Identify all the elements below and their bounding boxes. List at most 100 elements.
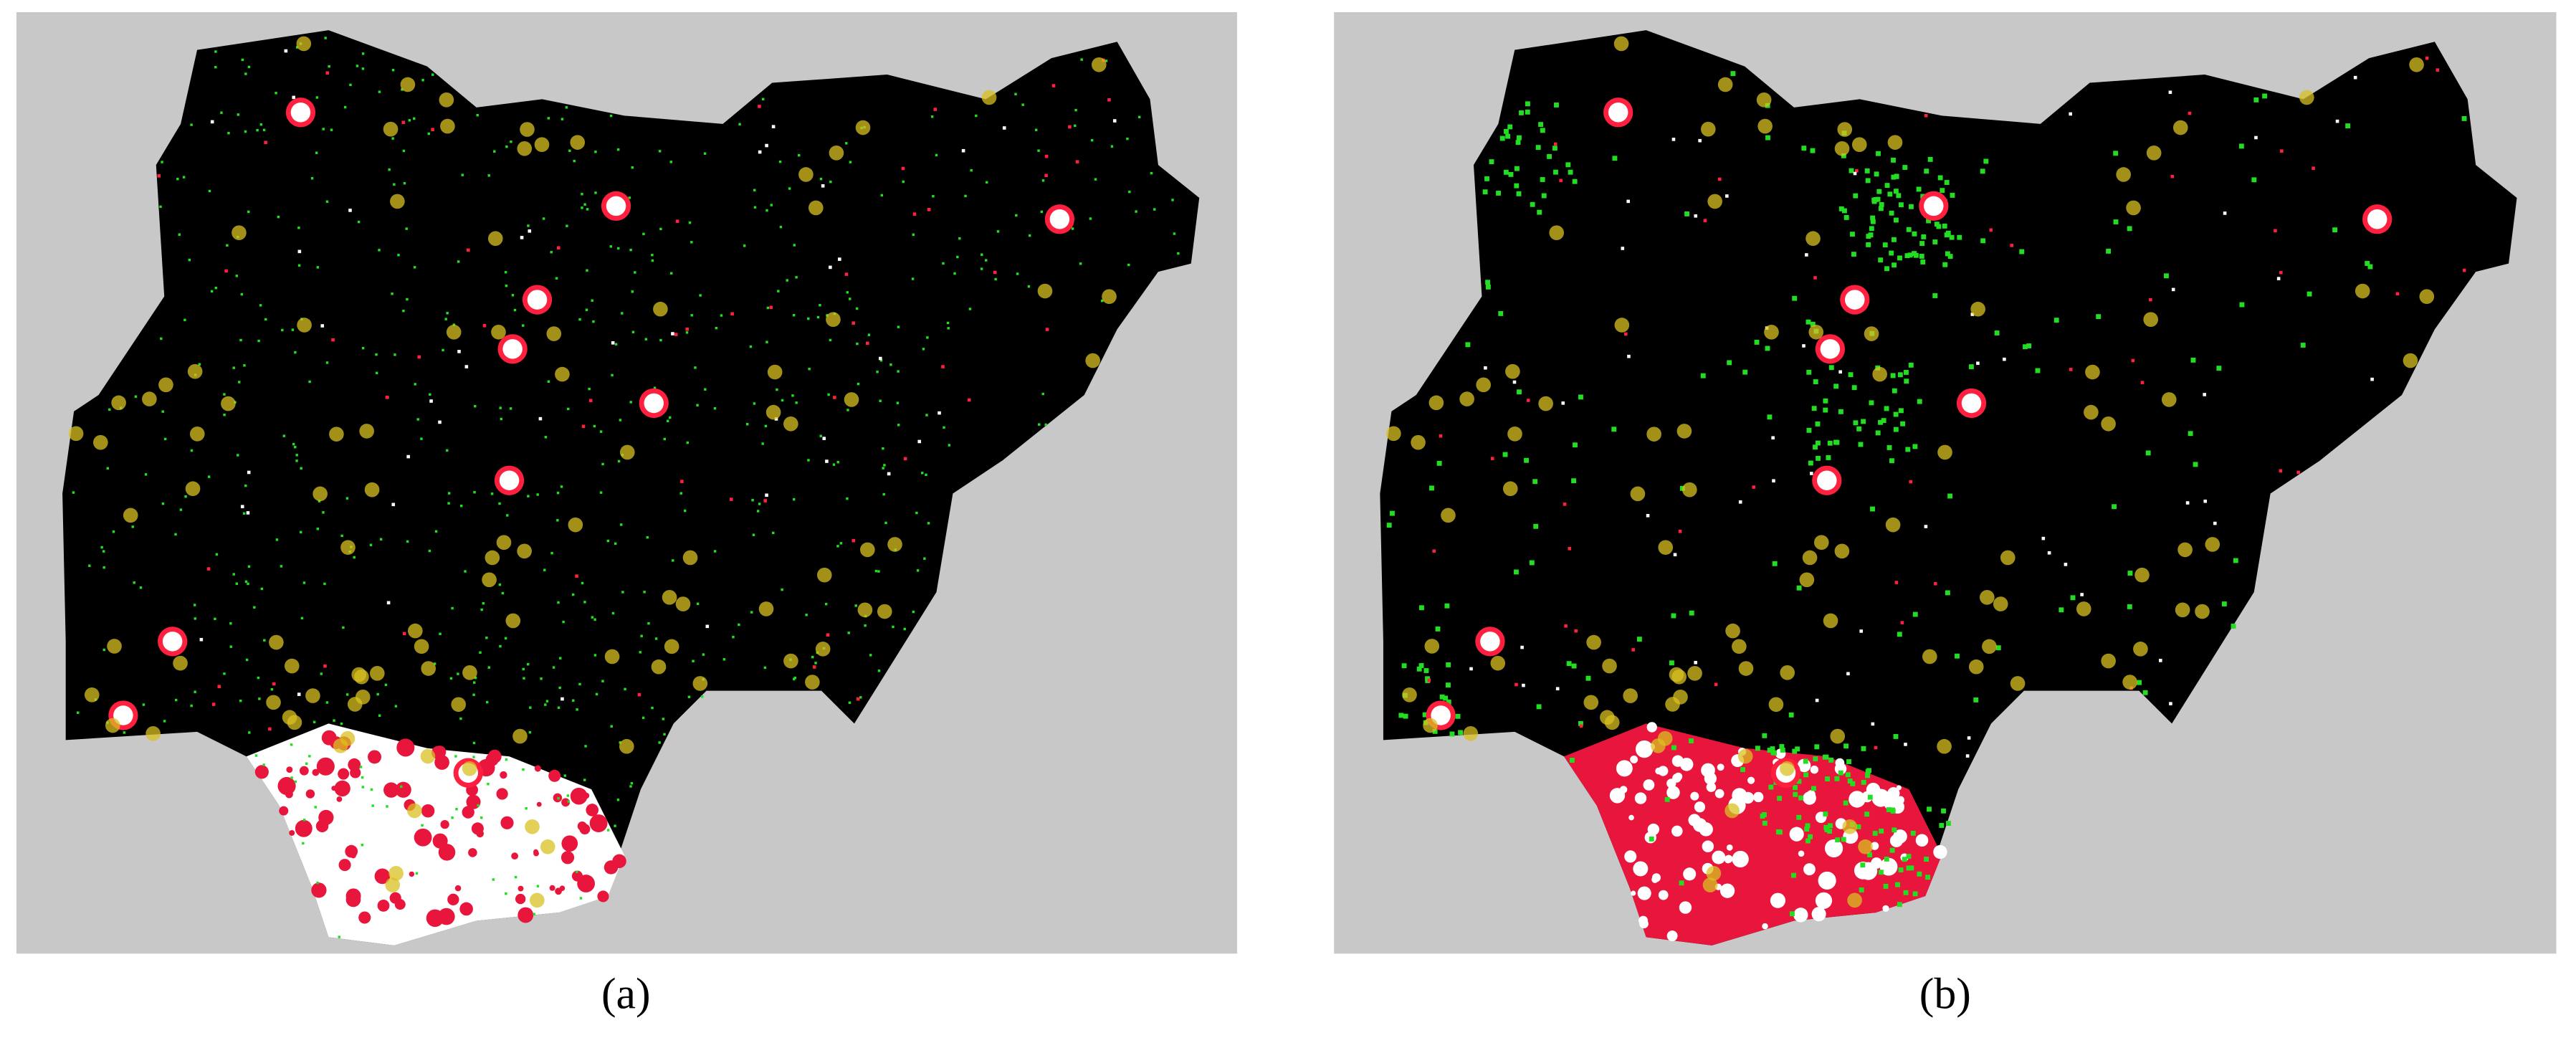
green-pixel xyxy=(1401,663,1407,669)
green-pixel xyxy=(295,46,299,49)
green-pixel xyxy=(215,553,219,556)
settlement-marker xyxy=(1671,669,1687,685)
urban-pixel xyxy=(297,692,301,696)
delta-patch xyxy=(1666,786,1680,799)
green-pixel xyxy=(1941,808,1946,814)
green-pixel xyxy=(325,200,329,203)
green-pixel xyxy=(1573,442,1578,448)
green-pixel xyxy=(485,637,488,639)
green-pixel xyxy=(1418,663,1424,668)
green-pixel xyxy=(765,209,768,212)
green-pixel xyxy=(2262,93,2268,99)
green-pixel xyxy=(161,410,164,413)
delta-patch xyxy=(471,822,484,835)
green-pixel xyxy=(669,272,673,275)
delta-patch xyxy=(500,816,514,829)
green-pixel xyxy=(827,393,830,396)
urban-pixel xyxy=(1967,736,1971,740)
green-pixel xyxy=(1847,778,1853,784)
delta-patch xyxy=(468,848,477,857)
green-pixel xyxy=(227,131,230,135)
urban-pixel xyxy=(1559,178,1563,183)
green-pixel xyxy=(824,602,828,606)
green-pixel xyxy=(394,705,398,708)
green-pixel xyxy=(1805,838,1811,844)
settlement-marker xyxy=(297,318,312,333)
green-pixel xyxy=(1671,745,1676,751)
delta-patch xyxy=(421,804,435,818)
delta-patch xyxy=(1798,850,1805,857)
settlement-marker xyxy=(1651,738,1666,753)
green-pixel xyxy=(2127,571,2133,576)
green-pixel xyxy=(1503,169,1509,175)
green-pixel xyxy=(923,557,926,560)
green-pixel xyxy=(1080,58,1083,61)
green-pixel xyxy=(1949,234,1955,240)
delta-patch xyxy=(1712,850,1726,865)
green-pixel xyxy=(275,92,277,95)
green-pixel xyxy=(338,935,340,938)
green-pixel xyxy=(290,743,293,746)
green-pixel xyxy=(1908,362,1914,368)
green-pixel xyxy=(1897,372,1903,378)
green-pixel xyxy=(427,132,430,135)
delta-patch xyxy=(1643,779,1655,791)
green-pixel xyxy=(766,306,770,310)
green-pixel xyxy=(1878,870,1884,875)
settlement-marker xyxy=(1423,718,1438,733)
settlement-marker xyxy=(2010,676,2026,691)
green-pixel xyxy=(668,416,672,419)
green-pixel xyxy=(610,725,613,728)
city-core xyxy=(290,103,311,123)
green-pixel xyxy=(751,499,754,502)
green-pixel xyxy=(514,875,517,879)
settlement-marker xyxy=(1830,728,1846,744)
settlement-marker xyxy=(1847,892,1862,908)
settlement-marker xyxy=(364,482,380,497)
settlement-marker xyxy=(1706,865,1722,881)
urban-pixel xyxy=(325,71,330,75)
urban-pixel xyxy=(851,321,855,325)
delta-patch xyxy=(305,789,315,799)
green-pixel xyxy=(88,564,91,567)
green-pixel xyxy=(1903,890,1909,895)
settlement-marker xyxy=(296,36,312,52)
urban-pixel xyxy=(211,703,216,706)
green-pixel xyxy=(1489,159,1494,165)
green-pixel xyxy=(1904,253,1910,259)
green-pixel xyxy=(1813,379,1818,384)
green-pixel xyxy=(568,149,571,153)
green-pixel xyxy=(174,533,177,536)
green-pixel xyxy=(1126,137,1129,141)
settlement-marker xyxy=(1441,508,1456,523)
green-pixel xyxy=(139,586,143,589)
urban-pixel xyxy=(2159,659,2162,662)
green-pixel xyxy=(2145,450,2151,456)
green-pixel xyxy=(1926,218,1932,224)
green-pixel xyxy=(1502,452,1508,457)
settlement-marker xyxy=(173,655,188,671)
green-pixel xyxy=(2231,624,2236,629)
green-pixel xyxy=(144,473,148,476)
green-pixel xyxy=(511,294,515,297)
green-pixel xyxy=(391,292,393,295)
settlement-marker xyxy=(808,200,824,216)
settlement-marker xyxy=(505,613,521,629)
urban-pixel xyxy=(2223,211,2227,215)
green-pixel xyxy=(1919,254,1924,259)
green-pixel xyxy=(100,546,103,549)
green-pixel xyxy=(190,123,193,126)
urban-pixel xyxy=(2149,297,2152,302)
settlement-marker xyxy=(540,839,555,854)
green-pixel xyxy=(1100,299,1104,303)
urban-pixel xyxy=(1563,503,1567,506)
delta-patch xyxy=(1810,766,1819,774)
green-pixel xyxy=(1808,834,1813,839)
settlement-marker xyxy=(1428,395,1444,411)
green-pixel xyxy=(619,741,621,744)
green-pixel xyxy=(112,530,115,533)
settlement-marker xyxy=(1937,738,1952,754)
green-pixel xyxy=(506,514,509,517)
urban-pixel xyxy=(406,454,410,459)
settlement-marker xyxy=(2419,289,2435,304)
